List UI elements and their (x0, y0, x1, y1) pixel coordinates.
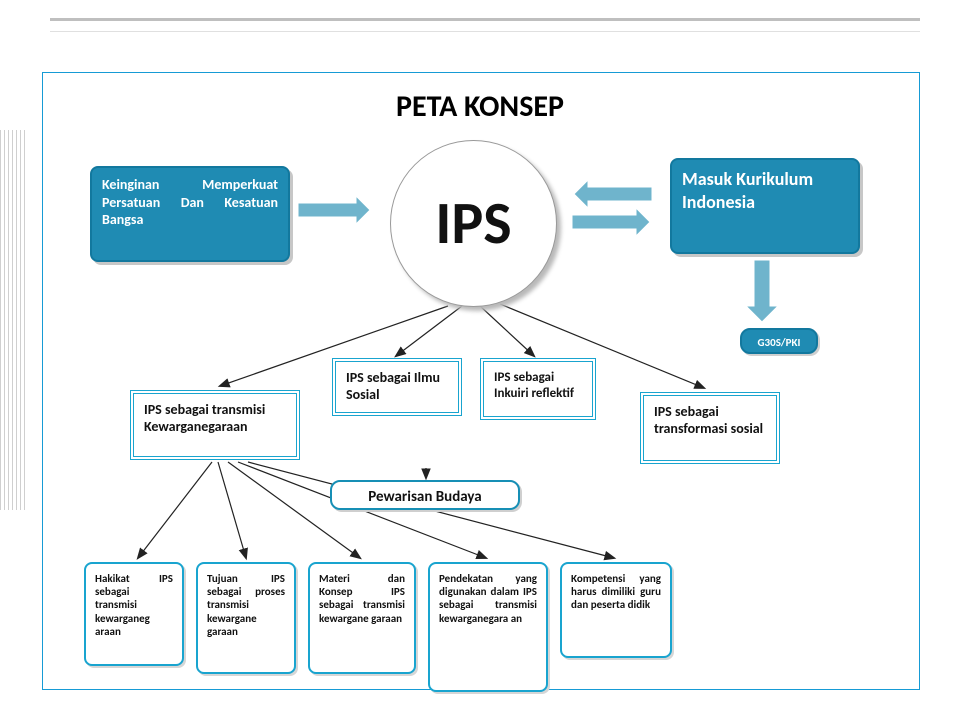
leaf-box-4: Pendekatan yang digunakan dalam IPS seba… (428, 562, 548, 692)
leaf-4-label: Pendekatan yang digunakan dalam IPS seba… (439, 572, 537, 625)
branch-4-label: IPS sebagai transformasi sosial (654, 403, 763, 437)
sub-pill: Pewarisan Budaya (330, 480, 520, 510)
right-concept-text: Masuk Kurikulum Indonesia (682, 168, 848, 213)
branch-3-label: IPS sebagai Inkuiri reflektif (494, 370, 574, 401)
decorative-side-lines (0, 130, 28, 510)
center-circle-label: IPS (435, 187, 511, 260)
small-pill: G30S/PKI (740, 328, 818, 354)
branch-box-1: IPS sebagai transmisi Kewarganegaraan (130, 390, 300, 460)
small-pill-label: G30S/PKI (758, 336, 801, 349)
branch-1-label: IPS sebagai transmisi Kewarganegaraan (144, 401, 265, 435)
leaf-box-1: Hakikat IPS sebagai transmisi kewarganeg… (84, 562, 184, 666)
branch-box-2: IPS sebagai Ilmu Sosial (332, 358, 462, 416)
left-concept-box: Keinginan Memperkuat Persatuan Dan Kesat… (90, 166, 290, 262)
leaf-3-label: Materi dan Konsep IPS sebagai transmisi … (319, 572, 405, 625)
page-title: PETA KONSEP (0, 88, 960, 125)
center-circle: IPS (390, 140, 557, 307)
branch-box-3: IPS sebagai Inkuiri reflektif (480, 358, 596, 420)
leaf-1-label: Hakikat IPS sebagai transmisi kewarganeg… (95, 572, 173, 638)
branch-box-4: IPS sebagai transformasi sosial (640, 392, 780, 464)
right-concept-box: Masuk Kurikulum Indonesia (670, 158, 860, 254)
leaf-box-2: Tujuan IPS sebagai proses transmisi kewa… (196, 562, 296, 674)
leaf-5-label: Kompetensi yang harus dimiliki guru dan … (571, 572, 661, 611)
decorative-rule (50, 18, 920, 32)
sub-pill-label: Pewarisan Budaya (368, 488, 481, 506)
branch-2-label: IPS sebagai Ilmu Sosial (346, 369, 440, 403)
leaf-box-5: Kompetensi yang harus dimiliki guru dan … (560, 562, 672, 658)
leaf-2-label: Tujuan IPS sebagai proses transmisi kewa… (207, 572, 285, 638)
leaf-box-3: Materi dan Konsep IPS sebagai transmisi … (308, 562, 416, 674)
left-concept-text: Keinginan Memperkuat Persatuan Dan Kesat… (102, 176, 278, 229)
